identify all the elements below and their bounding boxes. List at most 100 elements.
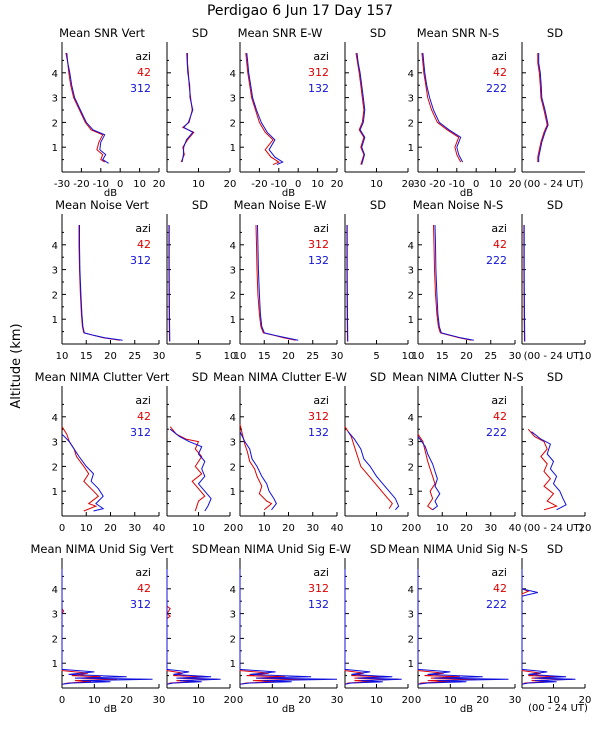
series-line-blue: [434, 224, 474, 341]
panel-title: SD: [370, 198, 386, 212]
y-tick-label: 4: [230, 69, 236, 80]
panel-noise-3: SD 5 10: [344, 198, 415, 362]
legend-entry-blue: 222: [486, 598, 507, 611]
legend-entry-red: 42: [493, 66, 507, 79]
y-tick-label: 2: [52, 634, 58, 645]
series-line-red: [78, 225, 121, 341]
y-tick-label: 4: [52, 585, 58, 596]
panel-title: Mean Noise Vert: [55, 198, 149, 212]
x-tick-label: 20: [402, 523, 415, 534]
x-tick-label: 0: [415, 523, 421, 534]
y-tick-label: 2: [230, 118, 236, 129]
y-tick-label: 1: [52, 143, 58, 154]
y-tick-label: 2: [408, 118, 414, 129]
legend-entry-blue: 222: [486, 254, 507, 267]
series-line-blue: [61, 569, 153, 685]
x-tick-label: 25: [128, 351, 141, 362]
x-axis-label: dB: [282, 188, 295, 199]
x-tick-label: 0: [295, 179, 301, 190]
x-tick-label: (00 - 24 UT): [524, 523, 584, 534]
x-tick-label: 20: [104, 351, 117, 362]
y-tick-label: 3: [408, 438, 414, 449]
x-tick-label: -20: [73, 179, 89, 190]
panel-unid-4: Mean NIMA Unid Sig N-S 1 2 3 4 0 10 20 30 dB azi 42…: [388, 542, 528, 715]
panel-title: SD: [370, 370, 386, 384]
legend-title: azi: [313, 50, 329, 63]
series-line-blue: [61, 433, 105, 512]
panel-snr-3: SD 10 20: [344, 26, 414, 190]
x-tick-label: 30: [509, 351, 522, 362]
x-tick-label: -30: [54, 179, 70, 190]
x-tick-label: 10: [192, 523, 205, 534]
series-line-blue: [531, 431, 567, 511]
panel-noise-4: Mean Noise N-S 1 2 3 4 10 15 20 25 30 azi 42 222: [408, 198, 522, 362]
panel-unid-1: SD 10 20: [166, 542, 236, 706]
x-tick-label: -20: [251, 179, 267, 190]
legend-title: azi: [313, 566, 329, 579]
series-line-blue: [521, 569, 576, 685]
series-line-blue: [523, 225, 526, 342]
series-line-red: [421, 52, 462, 163]
y-tick-label: 4: [230, 241, 236, 252]
series-line-blue: [79, 225, 123, 341]
panel-title: SD: [547, 542, 563, 556]
panel-unid-3: SD 10 20: [344, 542, 415, 706]
legend-entry-blue: 312: [130, 254, 151, 267]
x-tick-label: 20: [476, 695, 489, 706]
y-tick-label: 1: [408, 487, 414, 498]
panel-title: Mean NIMA Clutter N-S: [392, 370, 523, 384]
y-tick-label: 2: [408, 290, 414, 301]
x-tick-label: 15: [80, 351, 93, 362]
x-tick-label: 5: [373, 351, 379, 362]
x-tick-label: 10: [192, 695, 205, 706]
x-tick-label: -20: [429, 179, 445, 190]
panel-unid-0: Mean NIMA Unid Sig Vert 1 2 3 4 0 10 20 30 dB azi 4…: [30, 542, 174, 715]
x-tick-label: 30: [509, 695, 522, 706]
legend-entry-blue: 132: [308, 82, 329, 95]
x-axis-label: dB: [282, 704, 295, 715]
x-tick-label: 30: [128, 523, 141, 534]
x-tick-label: 0: [59, 523, 65, 534]
panel-title: SD: [192, 370, 208, 384]
panel-title: Mean SNR E-W: [238, 26, 323, 40]
legend-title: azi: [491, 50, 507, 63]
y-tick-label: 3: [408, 94, 414, 105]
x-tick-label: 20: [402, 695, 415, 706]
x-axis-label: dB: [104, 188, 117, 199]
legend-title: azi: [491, 566, 507, 579]
legend-entry-red: 42: [493, 238, 507, 251]
x-tick-label: 10: [311, 179, 324, 190]
legend-title: azi: [135, 394, 151, 407]
x-tick-label: 0: [415, 695, 421, 706]
x-tick-label: -10: [271, 179, 287, 190]
panel-title: SD: [547, 370, 563, 384]
panel-title: SD: [547, 26, 563, 40]
x-tick-label: 20: [579, 523, 592, 534]
y-tick-label: 3: [52, 266, 58, 277]
panel-title: Mean Noise E-W: [234, 198, 327, 212]
x-tick-label: 30: [306, 523, 319, 534]
panel-noise-5: SD (00 - 24 UT)10: [521, 198, 591, 362]
x-tick-label: 10: [402, 351, 415, 362]
series-line-blue: [246, 52, 284, 166]
panel-title: Mean Noise N-S: [413, 198, 504, 212]
y-tick-label: 2: [408, 634, 414, 645]
legend-entry-red: 312: [308, 66, 329, 79]
series-line-red: [355, 52, 365, 165]
x-tick-label: 0: [237, 523, 243, 534]
legend-entry-blue: 222: [486, 426, 507, 439]
y-tick-label: 1: [408, 659, 414, 670]
x-tick-label: 10: [266, 695, 279, 706]
x-tick-label: 10: [489, 179, 502, 190]
series-line-red: [166, 569, 218, 685]
x-tick-label: 20: [104, 523, 117, 534]
series-line-red: [255, 224, 296, 341]
y-tick-label: 2: [408, 462, 414, 473]
series-line-blue: [169, 428, 212, 512]
y-axis-label: Altitude (km): [9, 323, 24, 408]
y-tick-label: 1: [230, 487, 236, 498]
y-tick-label: 4: [52, 241, 58, 252]
x-tick-label: 30: [153, 351, 166, 362]
